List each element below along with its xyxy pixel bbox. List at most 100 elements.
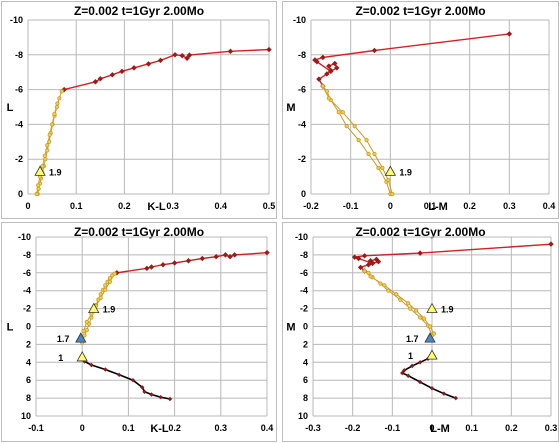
agb-point [334, 65, 340, 71]
y-tick-label: 4 [26, 357, 31, 367]
x-tick-label: 0.3 [503, 201, 516, 211]
y-tick-label: 8 [26, 393, 31, 403]
rgb-point [112, 271, 117, 276]
agb-point [109, 72, 116, 78]
rgb-point [372, 151, 377, 157]
chart-svg: -0.2 -0.1 0 0.1 0.2 0.3 0.4 0 -2 -4 -6 -8 -10 L-M M 1.9 [286, 15, 556, 213]
agb-point [92, 79, 99, 85]
x-tick-label: 0 [80, 423, 85, 433]
x-tick-label: -0.2 [345, 423, 361, 433]
rgb-point [382, 283, 387, 288]
ms-point [149, 392, 154, 397]
ms-point [89, 362, 94, 368]
agb-point [417, 250, 423, 256]
agb-point [264, 249, 270, 256]
ms-point [400, 370, 405, 376]
ms-point [130, 377, 136, 383]
rgb-point [49, 122, 55, 127]
rgb-point [406, 301, 411, 306]
y-axis-label: L [7, 322, 14, 334]
rgb-point [366, 270, 371, 275]
agb-point [227, 48, 234, 55]
x-tick-label: 0 [429, 423, 434, 433]
rgb-point [364, 137, 369, 143]
x-tick-label: 0.4 [543, 201, 556, 211]
rgb-point [362, 268, 367, 274]
agb-point [266, 46, 272, 53]
panel-title: Z=0.002 t=1Gyr 2.00Mo [355, 225, 486, 239]
y-tick-label: 6 [26, 375, 31, 385]
rgb-point [386, 288, 391, 293]
y-tick-label: -10 [10, 15, 23, 25]
y-tick-label: 2 [26, 339, 31, 349]
agb-point [171, 260, 178, 266]
mass-label: 1.9 [49, 167, 62, 177]
rgb-point [344, 124, 349, 129]
mass-label: 1 [408, 351, 413, 361]
y-axis-label: L [7, 102, 14, 114]
rgb-point [324, 89, 329, 94]
rgb-point [394, 292, 399, 297]
y-axis-label: M [286, 322, 295, 334]
agb-point [320, 54, 326, 61]
x-tick-label: -0.1 [343, 201, 359, 211]
rgb-point [380, 165, 385, 170]
mass-marker [384, 165, 397, 176]
agb-point [506, 31, 513, 37]
rgb-point [54, 104, 60, 110]
agb-point [548, 241, 554, 247]
agb-point [371, 47, 378, 54]
mass-marker [424, 332, 436, 343]
rgb-point [386, 177, 391, 183]
y-tick-label: -6 [300, 268, 308, 278]
panel-bottom-left: Z=0.002 t=1Gyr 2.00Mo -0.1 0 0.1 0.2 0.3 0.4 1… [1, 222, 277, 442]
rgb-point [57, 96, 62, 101]
rgb-point [36, 186, 41, 191]
ms-series-line [401, 354, 457, 399]
y-tick-label: -10 [293, 15, 306, 25]
y-tick-label: -4 [298, 119, 306, 129]
rgb-point [81, 328, 86, 334]
rgb-point [427, 324, 433, 329]
panel-top-left: Z=0.002 t=1Gyr 2.00Mo 0 0.1 0.2 0.3 0.4 0.5 0 -… [1, 1, 277, 219]
agb-point [369, 260, 376, 267]
agb-point [131, 65, 137, 71]
x-tick-label: 0 [25, 201, 30, 211]
y-tick-label: -6 [23, 268, 31, 278]
y-tick-label: 8 [303, 393, 308, 403]
mass-marker [426, 302, 438, 313]
rgb-point [340, 110, 345, 115]
panel-top-right: Z=0.002 t=1Gyr 2.00Mo -0.2 -0.1 0 0.1 0.2 0.3… [282, 1, 559, 219]
y-tick-label: -2 [298, 154, 306, 164]
x-tick-label: 0.1 [424, 201, 437, 211]
chart-svg: -0.1 0 0.1 0.2 0.3 0.4 10 8 6 4 2 0 -2 -4 -6 -8 -10 K-L L 1… [7, 232, 274, 435]
agb-point [375, 258, 382, 265]
agb-point [179, 52, 185, 59]
mass-label: 1.9 [399, 167, 412, 177]
rgb-point [84, 319, 89, 325]
agb-point [227, 253, 233, 260]
ms-point [409, 363, 415, 369]
mass-marker [426, 349, 438, 360]
x-tick-label: 0 [388, 201, 393, 211]
agb-point [328, 68, 334, 75]
y-tick-label: 0 [303, 322, 308, 332]
agb-series-line [314, 33, 510, 87]
agb-point [326, 63, 332, 69]
rgb-point [40, 164, 45, 169]
rgb-point [326, 96, 331, 101]
rgb-point [89, 315, 94, 320]
rgb-series-line [81, 273, 115, 343]
x-tick-label: 0.4 [261, 423, 274, 433]
rgb-point [42, 153, 47, 158]
rgb-series-line [364, 270, 435, 336]
ms-point [158, 394, 163, 400]
rgb-point [336, 110, 341, 115]
rgb-point [45, 143, 50, 148]
x-tick-label: -0.2 [303, 201, 319, 211]
x-axis-label: K-L [147, 201, 166, 213]
agb-point [324, 71, 330, 77]
x-tick-label: 0.1 [465, 423, 478, 433]
x-tick-label: 0.2 [505, 423, 518, 433]
